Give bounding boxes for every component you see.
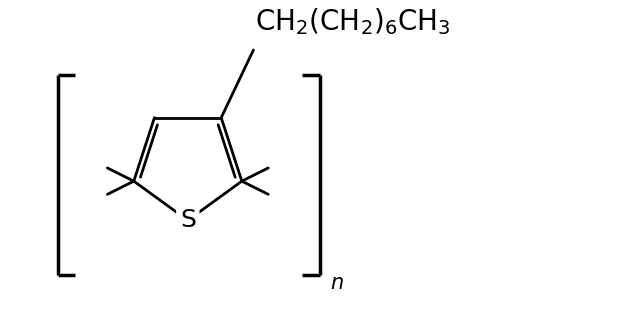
Text: n: n — [330, 273, 343, 293]
Text: CH$_2$(CH$_2$)$_6$CH$_3$: CH$_2$(CH$_2$)$_6$CH$_3$ — [255, 7, 451, 37]
Text: S: S — [180, 208, 196, 232]
